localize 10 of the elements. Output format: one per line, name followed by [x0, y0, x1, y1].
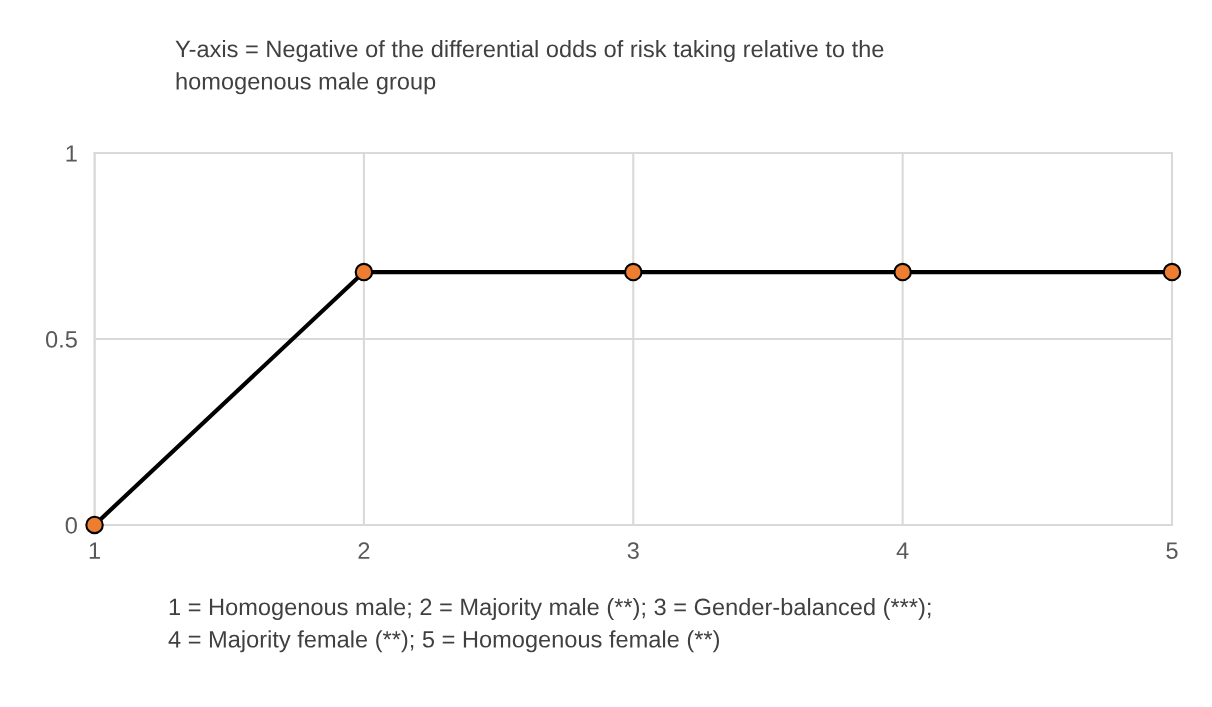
y-tick-label: 0.5: [45, 331, 77, 348]
x-axis-title: 1 = Homogenous male; 2 = Majority male (**); 3 = Gender-balanced (***); 4 = Majority female (**); 5 = Homogenous female (**): [168, 598, 931, 653]
chart-title: Y-axis = Negative of the differential odds of risk taking relative to the homogenous male group: [175, 40, 884, 95]
x-tick-label: 1: [89, 542, 100, 559]
y-tick-label: 0: [65, 517, 77, 534]
x-tick-label: 5: [1166, 542, 1178, 559]
x-tick-label: 2: [358, 542, 370, 559]
x-tick-label: 4: [896, 542, 909, 559]
x-tick-label: 3: [627, 542, 639, 559]
y-tick-label: 1: [66, 145, 77, 162]
